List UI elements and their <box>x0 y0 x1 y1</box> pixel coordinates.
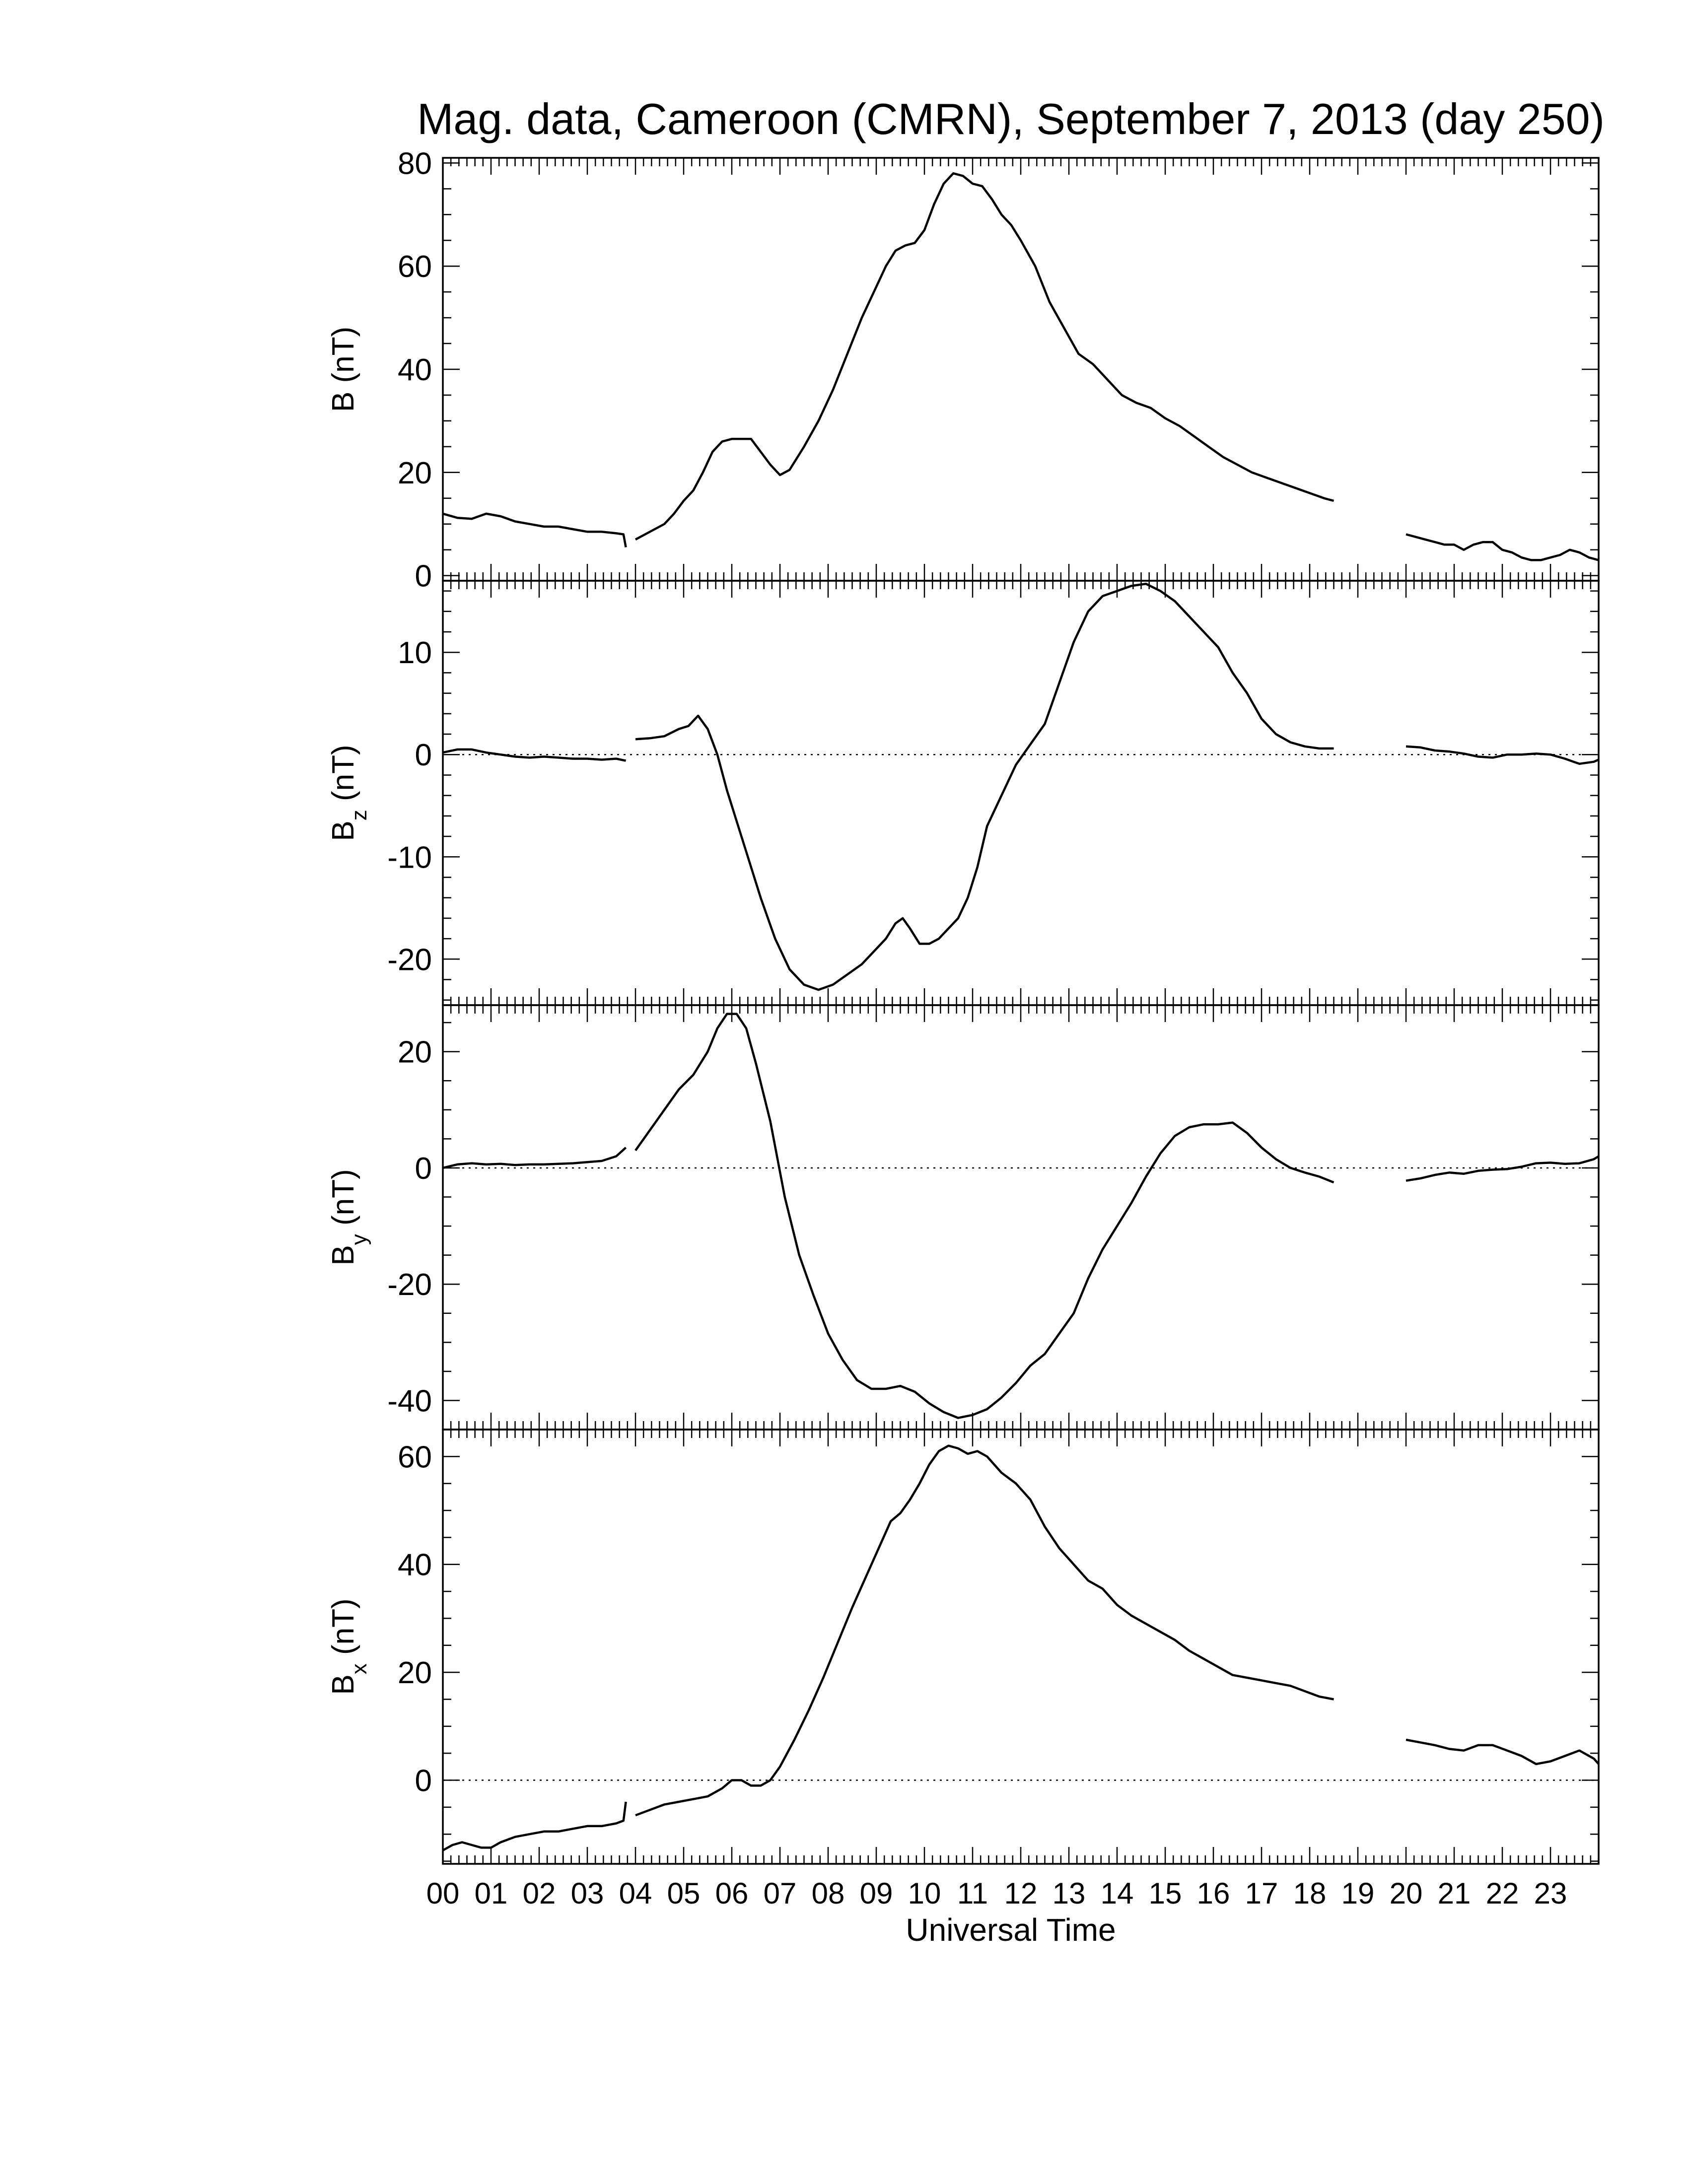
series-line-Bx <box>442 1801 627 1851</box>
panel-frame <box>442 580 1600 1006</box>
x-tick-label: 08 <box>812 1877 845 1910</box>
y-axis-label: B (nT) <box>326 327 360 412</box>
y-tick-label: 20 <box>398 1035 432 1070</box>
x-tick-label: 03 <box>571 1877 604 1910</box>
series-line-B <box>634 172 1335 541</box>
x-tick-label: 22 <box>1486 1877 1519 1910</box>
series-line-By <box>442 1147 627 1169</box>
figure-title: Mag. data, Cameroon (CMRN), September 7,… <box>417 94 1605 143</box>
y-tick-label: 60 <box>398 1440 432 1474</box>
series-line-Bz <box>635 582 1334 991</box>
y-axis-label: Bx (nT) <box>326 1598 371 1695</box>
y-tick-label: 40 <box>398 353 432 387</box>
series-line-Bz <box>442 748 627 762</box>
panel-By: -40 -20 0 20 By (nT) <box>326 1004 1600 1431</box>
y-axis-label: By (nT) <box>326 1169 371 1265</box>
series-line-B <box>1406 533 1599 561</box>
series-line-By <box>1406 1155 1600 1182</box>
y-tick-label: -40 <box>387 1384 432 1418</box>
series-line-Bx <box>635 1444 1334 1817</box>
panel-frame <box>442 157 1600 582</box>
y-tick-label: -20 <box>387 943 432 977</box>
y-tick-label: 20 <box>398 1656 432 1690</box>
y-tick-label: -10 <box>387 840 432 875</box>
series-line-By <box>634 1013 1335 1419</box>
x-tick-label: 20 <box>1390 1877 1423 1910</box>
y-tick-label: 40 <box>398 1548 432 1582</box>
x-tick-label: 16 <box>1197 1877 1230 1910</box>
x-tick-label: 15 <box>1149 1877 1182 1910</box>
x-tick-label: 12 <box>1004 1877 1038 1910</box>
x-tick-label: 21 <box>1438 1877 1471 1910</box>
y-tick-label: 0 <box>415 559 432 594</box>
x-tick-label: 10 <box>908 1877 941 1910</box>
x-axis-label: Universal Time <box>906 1912 1116 1948</box>
y-tick-label: -20 <box>387 1268 432 1302</box>
x-tick-label: 04 <box>619 1877 652 1910</box>
x-tick-label: 05 <box>667 1877 701 1910</box>
series-line-B <box>442 512 627 547</box>
y-tick-label: 20 <box>398 456 432 490</box>
x-tick-label: 23 <box>1534 1877 1567 1910</box>
x-tick-label: 17 <box>1245 1877 1278 1910</box>
x-tick-label: 06 <box>715 1877 749 1910</box>
x-tick-label: 18 <box>1293 1877 1327 1910</box>
y-tick-label: 0 <box>415 1764 432 1798</box>
x-tick-label: 19 <box>1341 1877 1375 1910</box>
x-tick-label: 01 <box>475 1877 508 1910</box>
series-line-Bz <box>1406 745 1599 765</box>
panel-Bx: 0 20 40 60 Bx (nT) <box>326 1429 1600 1865</box>
y-tick-label: 0 <box>415 738 432 772</box>
x-tick-label: 02 <box>523 1877 556 1910</box>
y-tick-label: 60 <box>398 250 432 284</box>
panel-Bz: -20 -10 0 10 Bz (nT) <box>326 580 1600 1006</box>
x-tick-label: 13 <box>1053 1877 1086 1910</box>
x-tick-label: 07 <box>764 1877 797 1910</box>
x-tick-label: 14 <box>1101 1877 1134 1910</box>
y-tick-label: 0 <box>415 1152 432 1186</box>
x-tick-label: 09 <box>860 1877 893 1910</box>
x-tick-label: 00 <box>426 1877 460 1910</box>
time-axis: 00 01 02 03 04 05 06 07 08 09 10 11 12 13 14 15 16 17 18 19… <box>426 1877 1567 1910</box>
panels-group: 0 20 40 60 80 B (nT) -20 -10 0 10 Bz (nT) -40 -20 0 20… <box>326 146 1600 1865</box>
x-tick-label: 11 <box>957 1877 988 1910</box>
panel-frame <box>442 1004 1600 1431</box>
panel-B: 0 20 40 60 80 B (nT) <box>326 146 1600 594</box>
panel-frame <box>442 1429 1600 1865</box>
series-line-Bx <box>1406 1738 1600 1766</box>
y-tick-label: 80 <box>398 146 432 181</box>
y-axis-label: Bz (nT) <box>326 745 371 841</box>
y-tick-label: 10 <box>398 636 432 670</box>
